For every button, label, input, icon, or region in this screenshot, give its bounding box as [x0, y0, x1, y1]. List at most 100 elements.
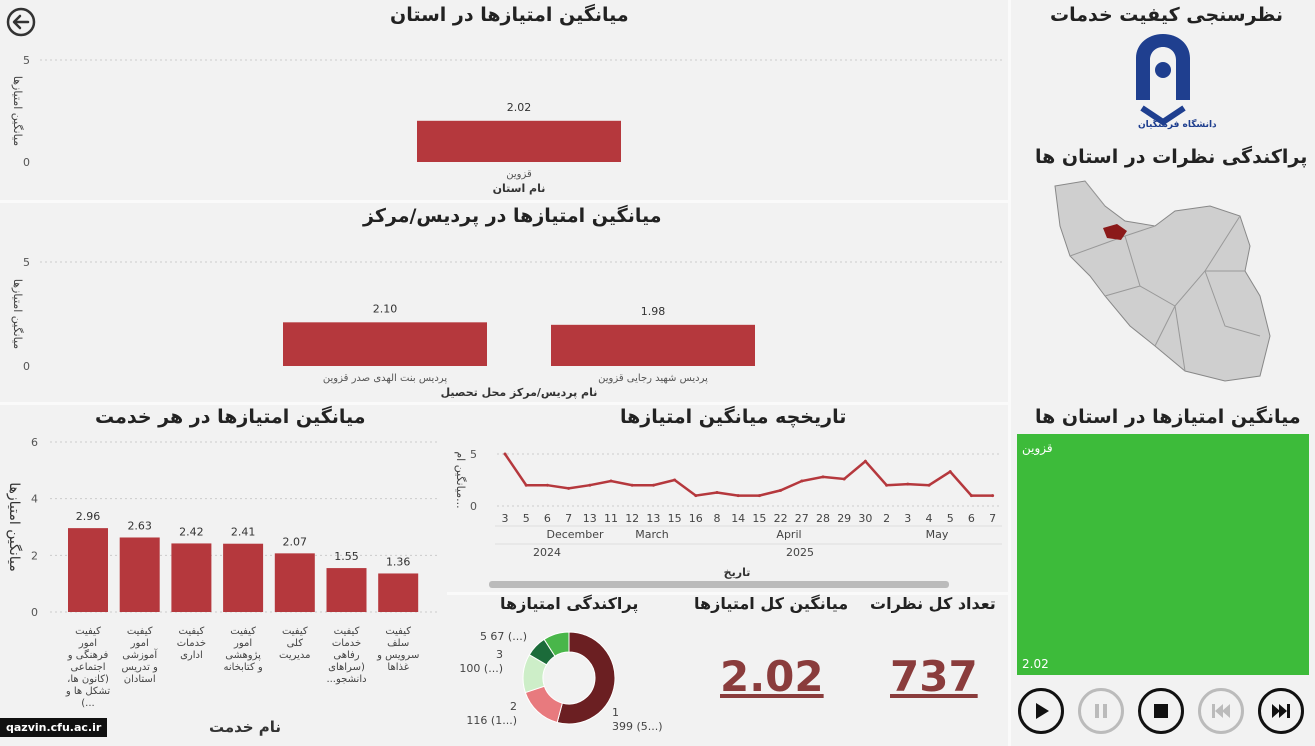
bar: [119, 537, 160, 612]
skip-back-button[interactable]: [1198, 688, 1244, 734]
x-tick-label-line: اداری: [180, 650, 203, 661]
x-axis-label: تاریخ: [724, 566, 751, 579]
x-tick-label: 14: [731, 512, 745, 525]
data-point: [779, 488, 783, 492]
qazvin-region[interactable]: [1103, 224, 1127, 240]
x-tick-label-line: کیفیت: [334, 626, 360, 637]
pause-button[interactable]: [1078, 688, 1124, 734]
x-tick-label: 15: [752, 512, 766, 525]
data-point: [630, 483, 634, 487]
x-tick-label: کیفیت کلی مدیریت: [279, 626, 311, 661]
month-label: March: [635, 528, 669, 541]
bar: [68, 528, 108, 612]
chart-province-title: میانگین امتیازها در استان: [390, 4, 629, 26]
x-tick-label: 7: [565, 512, 572, 525]
x-tick-label: 6: [968, 512, 975, 525]
iran-map[interactable]: [1045, 176, 1275, 388]
x-tick-label: 5: [523, 512, 530, 525]
x-tick-label: 7: [989, 512, 996, 525]
x-tick-label: پردیس بنت الهدی صدر قزوین: [323, 373, 447, 384]
x-tick-label-line: کیفیت: [127, 626, 153, 637]
donut-label: 3: [496, 648, 503, 661]
data-label: 1.98: [641, 305, 666, 318]
donut-label: 5 67 (...): [480, 630, 527, 643]
x-tick-label-line: کیفیت: [179, 626, 205, 637]
stop-button[interactable]: [1138, 688, 1184, 734]
x-tick-label: 28: [816, 512, 830, 525]
x-tick-label: 5: [947, 512, 954, 525]
x-tick-label: 29: [837, 512, 851, 525]
x-tick-label: 22: [774, 512, 788, 525]
x-tick-label-line: فرهنگی و: [67, 649, 109, 661]
data-point: [927, 483, 931, 487]
x-tick-label: کیفیت امور فرهنگی و اجتماعی (کانون ها، تشکل ه…: [65, 626, 111, 709]
bar: [283, 322, 487, 366]
treemap-tile-qazvin[interactable]: قزوین 2.02: [1017, 434, 1309, 675]
month-label: December: [546, 528, 604, 541]
y-axis-label: میانگین امتیازها: [11, 279, 24, 349]
back-button[interactable]: [6, 7, 36, 37]
x-tick-label-line: کیفیت: [230, 626, 256, 637]
x-tick-label-line: ...): [81, 698, 94, 709]
chart-campus-title: میانگین امتیازها در پردیس/مرکز: [363, 205, 662, 227]
x-tick-label-line: غذاها: [387, 662, 409, 673]
kpi-avg-value: 2.02: [720, 652, 824, 701]
bar: [378, 573, 419, 612]
data-point: [694, 494, 698, 498]
data-point: [673, 478, 677, 482]
month-label: May: [926, 528, 949, 541]
university-logo: دانشگاه فرهنگیان: [1128, 30, 1217, 138]
y-tick-label: 0: [470, 500, 477, 513]
data-label: 2.63: [127, 519, 152, 532]
donut-slice: [524, 685, 563, 724]
x-tick-label-line: مدیریت: [279, 650, 311, 661]
x-tick-label: 3: [904, 512, 911, 525]
play-icon: [1036, 703, 1049, 719]
treemap-title: میانگین امتیازها در استان ها: [1035, 406, 1301, 428]
history-scrollbar[interactable]: [489, 581, 949, 588]
play-button[interactable]: [1018, 688, 1064, 734]
panel-divider: [0, 200, 1008, 203]
x-tick-label-line: کیفیت: [385, 626, 411, 637]
skip-forward-icon: [1272, 704, 1290, 718]
bar: [417, 120, 621, 162]
x-tick-label: کیفیت امور پژوهشی و کتابخانه: [223, 626, 262, 673]
x-tick-label: کیفیت امور آموزشی و تدریس استادان: [121, 626, 158, 685]
data-point: [545, 483, 549, 487]
x-tick-label-line: (سراهای: [328, 662, 365, 673]
y-tick-label: 0: [31, 606, 38, 619]
donut-title: پراکندگی امتیازها: [500, 594, 639, 613]
x-tick-label: 4: [926, 512, 933, 525]
data-label: 2.07: [283, 535, 308, 548]
x-tick-label-line: کلی: [287, 638, 304, 649]
bar: [223, 543, 264, 612]
y-axis-label: میانگین ام...: [454, 451, 467, 508]
data-point: [842, 477, 846, 481]
x-tick-label: 3: [502, 512, 509, 525]
x-tick-label-line: امور: [233, 638, 252, 649]
x-tick-label: 27: [795, 512, 809, 525]
x-axis-label: نام پردیس/مرکز محل تحصیل: [441, 386, 598, 399]
x-tick-label-line: کیفیت: [75, 626, 101, 637]
data-point: [885, 483, 889, 487]
y-tick-label: 5: [23, 54, 30, 67]
x-tick-label: قزوین: [506, 169, 532, 180]
kpi-count-label: تعداد کل نظرات: [870, 594, 996, 613]
skip-back-icon: [1212, 704, 1230, 718]
data-label: 1.36: [386, 555, 411, 568]
skip-forward-button[interactable]: [1258, 688, 1304, 734]
data-point: [609, 479, 613, 483]
month-label: April: [776, 528, 801, 541]
data-label: 2.41: [231, 526, 256, 539]
x-tick-label-line: آموزشی: [122, 648, 158, 661]
data-point: [821, 475, 825, 479]
series-line: [503, 453, 993, 497]
x-tick-label-line: و تدریس: [121, 662, 158, 673]
x-tick-label: 16: [689, 512, 703, 525]
data-label: 2.02: [507, 101, 532, 114]
donut-label: 100 (...): [459, 662, 503, 675]
year-label: 2025: [786, 546, 814, 559]
data-label: 2.96: [76, 510, 101, 523]
y-tick-label: 2: [31, 549, 38, 562]
arrow-left-icon: [6, 7, 36, 37]
